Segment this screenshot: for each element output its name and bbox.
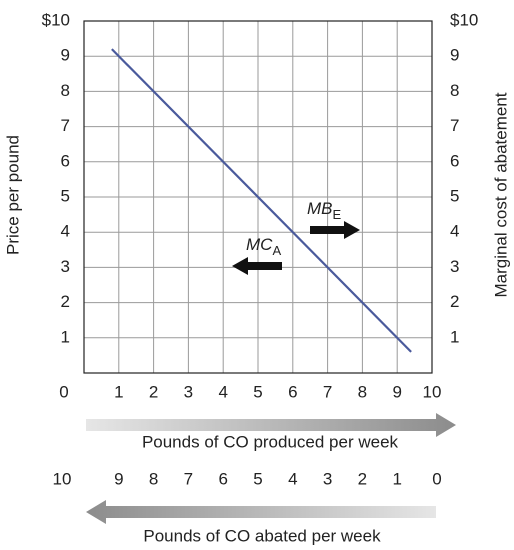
x2-tick-label: 2 (358, 469, 367, 488)
y2-tick-label: 5 (450, 186, 459, 205)
direction-arrow (232, 257, 282, 275)
annotation-subscript: A (272, 243, 281, 258)
x2-tick-label: 10 (53, 469, 72, 488)
annotation: MBE (307, 199, 342, 222)
y2-tick-label: 1 (450, 327, 459, 346)
y2-tick-label: 4 (450, 222, 459, 241)
x2-tick-label: 5 (253, 469, 262, 488)
x-tick-label: 9 (392, 382, 401, 401)
x-tick-label: 10 (423, 382, 442, 401)
x2-tick-label: 1 (392, 469, 401, 488)
y-tick-label: 7 (61, 116, 70, 135)
produced-arrow (86, 413, 456, 437)
y-tick-label: 9 (61, 46, 70, 65)
y2-tick-label: 3 (450, 257, 459, 276)
x2-tick-label: 8 (149, 469, 158, 488)
supply-demand-line (111, 48, 412, 353)
x-tick-label: 4 (218, 382, 227, 401)
x-tick-label: 3 (184, 382, 193, 401)
abated-arrow (86, 500, 436, 524)
direction-arrow (310, 221, 360, 239)
plot-border (83, 20, 433, 374)
y-axis-label: Price per pound (3, 135, 22, 255)
y-tick-label: 5 (61, 186, 70, 205)
y-tick-label: 3 (61, 257, 70, 276)
x2-tick-label: 9 (114, 469, 123, 488)
x2-tick-label: 7 (184, 469, 193, 488)
y-tick-label: $10 (42, 10, 70, 29)
y2-tick-label: 9 (450, 46, 459, 65)
annotation-text: MC (246, 235, 273, 254)
y2-tick-label: 6 (450, 151, 459, 170)
x-tick-label: 5 (253, 382, 262, 401)
x2-tick-label: 0 (432, 469, 441, 488)
x-tick-label: 7 (323, 382, 332, 401)
y2-tick-label: 8 (450, 81, 459, 100)
x-axis-label: Pounds of CO produced per week (142, 432, 399, 451)
x-tick-label: 6 (288, 382, 297, 401)
y-tick-label: 8 (61, 81, 70, 100)
x2-axis-label: Pounds of CO abated per week (143, 526, 381, 545)
y-tick-label: 4 (61, 222, 70, 241)
y-tick-label: 2 (61, 292, 70, 311)
y2-tick-label: 2 (450, 292, 459, 311)
x-tick-label: 8 (358, 382, 367, 401)
annotation-text: MB (307, 199, 333, 218)
x-tick-label: 0 (59, 382, 68, 401)
y2-axis-label: Marginal cost of abatement (491, 92, 510, 297)
x2-tick-label: 4 (288, 469, 297, 488)
annotation: MCA (246, 235, 281, 258)
x2-tick-label: 6 (218, 469, 227, 488)
y-tick-label: 1 (61, 327, 70, 346)
x-tick-label: 2 (149, 382, 158, 401)
y2-tick-label: $10 (450, 10, 478, 29)
x-tick-label: 1 (114, 382, 123, 401)
annotation-subscript: E (333, 207, 342, 222)
y2-tick-label: 7 (450, 116, 459, 135)
y-tick-label: 6 (61, 151, 70, 170)
x2-tick-label: 3 (323, 469, 332, 488)
